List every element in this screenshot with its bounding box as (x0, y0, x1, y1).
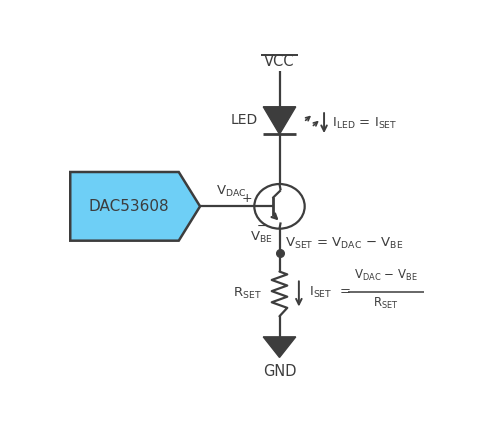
Text: GND: GND (263, 363, 296, 379)
Text: VCC: VCC (264, 54, 295, 69)
Polygon shape (70, 172, 200, 241)
Text: $\mathregular{I_{SET}}$  =: $\mathregular{I_{SET}}$ = (308, 285, 350, 300)
Polygon shape (263, 107, 296, 134)
Text: $\mathregular{I_{LED}}$ = $\mathregular{I_{SET}}$: $\mathregular{I_{LED}}$ = $\mathregular{… (332, 116, 398, 132)
Text: +: + (242, 192, 252, 205)
Text: V$_\mathregular{SET}$ = V$_\mathregular{DAC}$ − V$_\mathregular{BE}$: V$_\mathregular{SET}$ = V$_\mathregular{… (286, 236, 404, 251)
Text: DAC53608: DAC53608 (88, 199, 168, 214)
Text: LED: LED (230, 113, 258, 128)
Text: V$_\mathregular{DAC}$ − V$_\mathregular{BE}$: V$_\mathregular{DAC}$ − V$_\mathregular{… (354, 268, 418, 283)
Polygon shape (263, 337, 296, 357)
Text: R$_\mathregular{SET}$: R$_\mathregular{SET}$ (373, 296, 399, 311)
Text: V$_\mathregular{BE}$: V$_\mathregular{BE}$ (250, 230, 273, 245)
Text: V$_\mathregular{DAC}$: V$_\mathregular{DAC}$ (216, 184, 246, 199)
Text: −: − (256, 220, 267, 233)
Text: R$_\mathregular{SET}$: R$_\mathregular{SET}$ (234, 286, 262, 301)
